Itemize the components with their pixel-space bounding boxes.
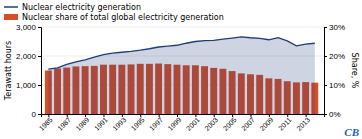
legend-item: Nuclear share of total global electricit…: [4, 13, 224, 22]
tick: 2009: [258, 114, 274, 132]
y-axis-title: Terawatt hours: [4, 41, 13, 101]
tick-label: 10%: [329, 81, 345, 90]
tick-mark: [324, 114, 327, 115]
tick-label: 20%: [329, 52, 345, 61]
tick-label: 2011: [277, 116, 293, 132]
tick-mark: [324, 85, 327, 86]
tick-mark: [38, 114, 41, 115]
tick: 2,000: [16, 52, 41, 61]
tick: 1989: [75, 114, 91, 132]
legend-label: Nuclear share of total global electricit…: [22, 13, 224, 22]
chart: 1985198719891991199319951997199920012003…: [0, 0, 362, 139]
axis-line: [325, 28, 328, 115]
tick-label: 1997: [148, 116, 164, 132]
tick-label: 1999: [167, 116, 183, 132]
line: [48, 37, 314, 69]
legend-label: Nuclear electricity generation: [22, 3, 141, 12]
tick: 1997: [148, 114, 164, 132]
tick: 1993: [111, 114, 127, 132]
grid: [41, 27, 324, 114]
tick: 1987: [56, 114, 72, 132]
tick: 2007: [240, 114, 256, 132]
plot: 1985198719891991199319951997199920012003…: [16, 23, 345, 132]
tick-label: 2005: [222, 116, 238, 132]
tick-mark: [324, 56, 327, 57]
tick-mark: [38, 85, 41, 86]
tick-label: 2003: [203, 116, 219, 132]
tick: 30%: [324, 23, 345, 32]
tick: 2005: [222, 114, 238, 132]
annotation: CB: [344, 126, 359, 138]
tick-label: 30%: [329, 23, 345, 32]
tick: 1999: [167, 114, 183, 132]
tick: 1,000: [16, 81, 41, 90]
legend: Nuclear electricity generationNuclear sh…: [4, 3, 224, 22]
tick-label: 1987: [56, 116, 72, 132]
tick: 2003: [203, 114, 219, 132]
tick: 10%: [324, 81, 345, 90]
tick: 2011: [277, 114, 293, 132]
axis-line: [38, 28, 42, 115]
tick: 20%: [324, 52, 345, 61]
y2-axis-title: Share, %: [350, 53, 359, 89]
tick: 1995: [130, 114, 146, 132]
tick: 1991: [93, 114, 109, 132]
area: [48, 37, 314, 114]
tick-mark: [38, 27, 41, 28]
tick-label: 0%: [329, 110, 341, 119]
y2-axis: 0% 10% 20% 30%: [324, 23, 345, 119]
tick: 2013: [295, 114, 311, 132]
tick-mark: [324, 27, 327, 28]
tick: 0: [32, 110, 41, 119]
tick-label: 3,000: [16, 23, 37, 32]
tick-label: 2001: [185, 116, 201, 132]
tick-label: 1,000: [16, 81, 37, 90]
tick-label: 1995: [130, 116, 146, 132]
legend-swatch: [4, 14, 18, 20]
tick-label: 2,000: [16, 52, 37, 61]
tick-label: 1991: [93, 116, 109, 132]
grid-line: [41, 27, 324, 28]
legend-item: Nuclear electricity generation: [4, 3, 141, 12]
tick-label: 2007: [240, 116, 256, 132]
tick: 0%: [324, 110, 341, 119]
tick-label: 2009: [258, 116, 274, 132]
tick-label: 2013: [295, 116, 311, 132]
y-axis: 0 1,000 2,000 3,000: [16, 23, 42, 119]
marks: [45, 37, 318, 114]
tick-mark: [38, 56, 41, 57]
tick-label: 1993: [111, 116, 127, 132]
tick-label: 1985: [38, 116, 54, 132]
tick: 2001: [185, 114, 201, 132]
tick-label: 0: [32, 110, 37, 119]
tick: 3,000: [16, 23, 41, 32]
tick-label: 1989: [75, 116, 91, 132]
x-axis: 1985198719891991199319951997199920012003…: [38, 114, 325, 132]
legend-swatch: [4, 6, 18, 8]
tick: 1985: [38, 114, 54, 132]
